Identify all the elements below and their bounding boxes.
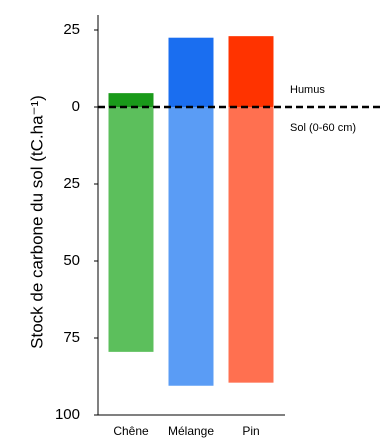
y-tick-label: 25 <box>63 21 80 38</box>
bar <box>168 107 214 386</box>
y-tick-label: 0 <box>72 98 80 115</box>
bar <box>108 107 154 352</box>
y-tick-label: 100 <box>55 406 80 423</box>
x-tick-label: Mélange <box>168 424 214 438</box>
y-tick-label: 25 <box>63 175 80 192</box>
y-axis-label: Stock de carbone du sol (tC.ha⁻¹) <box>27 95 46 349</box>
y-tick-label: 50 <box>63 252 80 269</box>
bar <box>228 36 274 107</box>
bar <box>108 93 154 107</box>
y-tick-label: 75 <box>63 329 80 346</box>
series-label: Humus <box>290 84 325 96</box>
bar <box>228 107 274 383</box>
x-tick-label: Chêne <box>113 424 149 438</box>
x-tick-label: Pin <box>242 424 259 438</box>
bar <box>168 37 214 108</box>
series-label: Sol (0-60 cm) <box>290 122 356 134</box>
